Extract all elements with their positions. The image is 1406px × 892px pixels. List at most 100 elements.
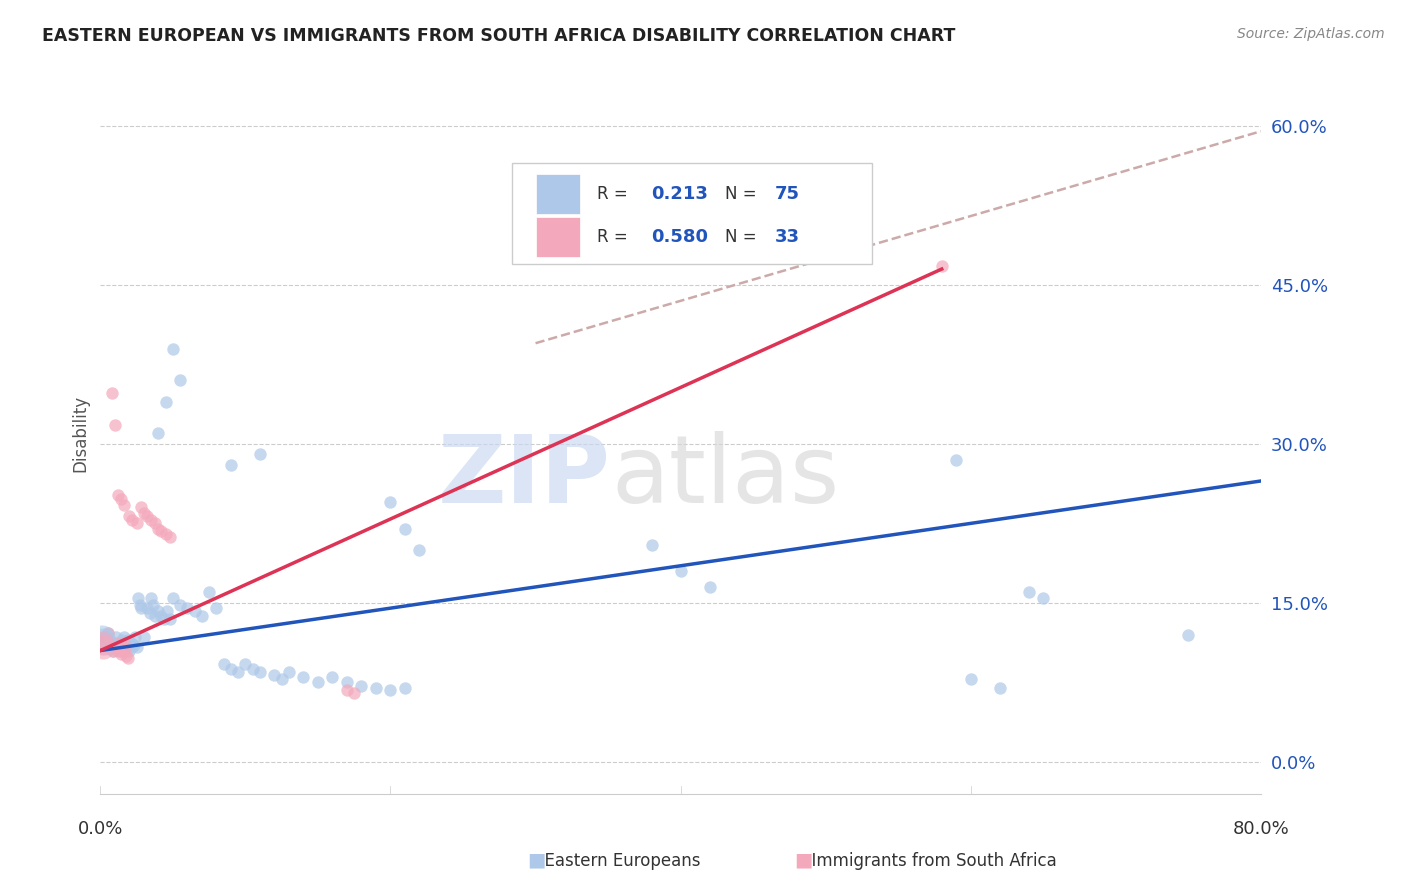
Point [156,604,179,618]
Point [104,417,127,432]
Point [117,632,139,647]
Point [191,608,214,623]
Point [128,598,150,612]
Point [263,668,285,682]
Point [101,386,124,401]
Point [90,636,112,650]
Point [278,665,301,679]
Point [135,508,157,523]
Point [945,452,967,467]
Point [235,657,257,672]
Text: N =: N = [724,228,762,246]
Point [699,580,721,594]
Text: R =: R = [598,185,633,203]
Point [169,598,191,612]
Point [100,636,122,650]
Point [380,495,402,509]
Text: ZIP: ZIP [439,431,612,523]
Point [93,630,115,644]
Point [112,630,135,644]
Point [148,604,170,618]
Point [148,522,170,536]
Text: EASTERN EUROPEAN VS IMMIGRANTS FROM SOUTH AFRICA DISABILITY CORRELATION CHART: EASTERN EUROPEAN VS IMMIGRANTS FROM SOUT… [42,27,956,45]
Point [112,499,135,513]
Point [127,591,149,605]
Point [150,524,173,538]
Point [129,500,152,515]
Point [270,672,292,686]
Point [336,675,359,690]
Point [343,686,366,700]
Point [104,640,127,655]
Text: Source: ZipAtlas.com: Source: ZipAtlas.com [1237,27,1385,41]
Text: N =: N = [724,185,762,203]
Text: 0.0%: 0.0% [77,820,124,838]
Point [112,636,135,650]
Point [91,632,114,647]
Text: 33: 33 [775,228,800,246]
Bar [536,217,579,257]
Point [120,636,142,650]
Point [115,648,138,663]
Text: 80.0%: 80.0% [1233,820,1289,838]
Point [176,601,198,615]
Point [125,640,148,655]
Point [105,636,128,650]
Point [110,643,132,657]
Point [159,612,181,626]
Point [145,608,167,623]
Point [249,665,271,679]
Point [336,682,359,697]
Point [145,516,167,531]
Point [90,630,112,644]
Point [226,665,249,679]
Point [135,601,157,615]
Point [959,672,981,686]
Point [101,640,124,655]
Point [198,585,221,599]
Point [219,458,242,472]
Point [122,638,145,652]
Point [212,657,235,672]
Text: 0.580: 0.580 [651,228,709,246]
Point [159,530,181,544]
Point [150,608,173,623]
Point [132,506,155,520]
Point [139,513,162,527]
Point [162,591,184,605]
Point [1032,591,1054,605]
Point [91,640,114,655]
Point [101,640,124,655]
Point [219,662,242,676]
Point [105,630,128,644]
Point [107,488,129,502]
Point [125,516,148,531]
Point [1018,585,1040,599]
Point [118,643,141,657]
Point [111,640,134,655]
Point [931,259,953,273]
Point [321,670,343,684]
Point [118,508,141,523]
Point [249,448,271,462]
Point [97,625,120,640]
Point [139,591,162,605]
Bar [536,174,579,213]
Point [104,638,127,652]
Point [205,601,228,615]
Point [100,638,122,652]
Point [121,640,143,655]
Point [669,564,692,578]
Point [114,640,136,655]
Point [103,643,125,657]
Point [394,681,416,695]
Point [169,373,191,387]
Y-axis label: Disability: Disability [72,395,89,472]
Point [142,598,165,612]
Point [107,640,129,655]
Text: Eastern Europeans: Eastern Europeans [534,852,700,870]
Point [110,491,132,506]
Point [408,542,430,557]
Point [350,679,373,693]
Point [292,670,315,684]
